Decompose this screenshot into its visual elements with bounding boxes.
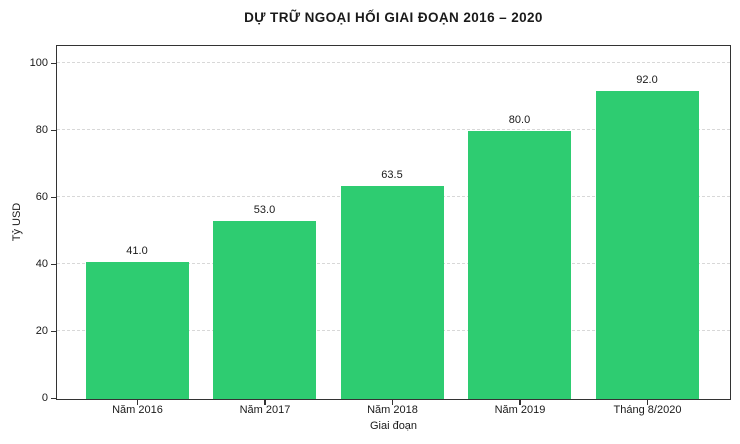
y-tick-mark bbox=[51, 330, 56, 333]
x-tick-mark bbox=[519, 400, 521, 405]
y-tick-label-0: 0 bbox=[41, 392, 48, 404]
x-tick-label-Năm 2019: Năm 2019 bbox=[494, 404, 546, 416]
bar-Năm 2019 bbox=[468, 130, 571, 399]
y-tick-label-80: 80 bbox=[35, 123, 48, 136]
y-tick-label-100: 100 bbox=[29, 56, 48, 69]
y-tick-label-60: 60 bbox=[35, 190, 48, 203]
y-tick-label-40: 40 bbox=[35, 257, 48, 270]
y-axis-title: Tỷ USD bbox=[11, 202, 23, 242]
bar-Năm 2018 bbox=[340, 186, 444, 399]
y-tick-mark bbox=[51, 263, 56, 266]
bar-Tháng 8/2020 bbox=[595, 90, 699, 399]
gridline-80 bbox=[57, 129, 730, 131]
gridline-100 bbox=[57, 62, 730, 64]
bar-value-label: 63.5 bbox=[381, 169, 403, 182]
y-tick-mark bbox=[51, 397, 56, 400]
y-tick-mark bbox=[51, 196, 56, 199]
y-tick-mark bbox=[51, 62, 56, 64]
bar-value-label: 80.0 bbox=[508, 113, 531, 126]
x-axis-title: Giai đoạn bbox=[369, 420, 418, 432]
x-tick-label-Năm 2017: Năm 2017 bbox=[239, 404, 291, 416]
x-tick-mark bbox=[391, 400, 394, 405]
x-tick-mark bbox=[646, 400, 649, 405]
chart-title: DỰ TRỮ NGOẠI HỐI GIAI ĐOẠN 2016 – 2020 bbox=[244, 10, 543, 25]
x-tick-mark bbox=[264, 400, 266, 405]
x-tick-label-Năm 2016: Năm 2016 bbox=[112, 404, 163, 416]
bar-Năm 2017 bbox=[213, 221, 316, 399]
y-tick-mark bbox=[51, 129, 56, 132]
x-tick-label-Năm 2018: Năm 2018 bbox=[367, 404, 418, 416]
y-tick-label-20: 20 bbox=[35, 324, 48, 337]
plot-area: 41.0 53.0 63.5 80.0 92.0 bbox=[56, 45, 731, 400]
bar-value-label: 53.0 bbox=[253, 204, 276, 217]
bar-Năm 2016 bbox=[85, 261, 189, 399]
x-tick-label-Tháng 8/2020: Tháng 8/2020 bbox=[613, 404, 682, 416]
bar-value-label: 92.0 bbox=[636, 73, 658, 86]
x-tick-mark bbox=[136, 400, 139, 405]
bar-value-label: 41.0 bbox=[126, 244, 148, 257]
